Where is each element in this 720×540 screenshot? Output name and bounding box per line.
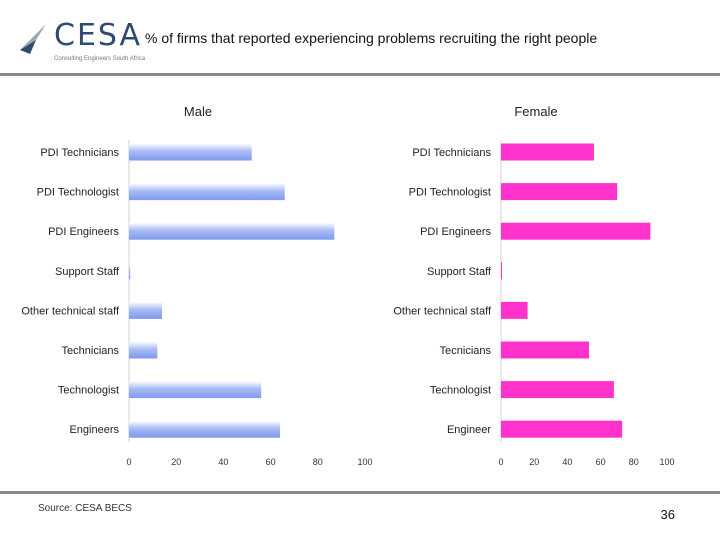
male-category-label-6: Technologist (58, 385, 119, 397)
page-number: 36 (660, 507, 675, 522)
male-bar-2 (129, 222, 335, 240)
female-x-tick-2: 40 (562, 457, 572, 467)
compass-icon (20, 24, 46, 54)
female-bar-2 (501, 222, 651, 240)
male-category-label-4: Other technical staff (21, 305, 120, 317)
male-bar-4 (129, 301, 163, 319)
logo-wordmark: CESA (54, 18, 143, 53)
cesa-logo: CESA Consulting Engineers South Africa (14, 16, 145, 68)
female-category-label-4: Other technical staff (393, 305, 492, 317)
male-x-tick-4: 80 (313, 457, 323, 467)
male-category-label-3: Support Staff (55, 266, 120, 278)
female-category-label-2: PDI Engineers (420, 226, 491, 238)
female-x-tick-5: 100 (659, 457, 674, 467)
male-x-tick-3: 60 (266, 457, 276, 467)
male-category-label-2: PDI Engineers (48, 226, 119, 238)
female-bar-3 (501, 262, 502, 280)
female-bar-1 (501, 183, 618, 201)
female-category-label-0: PDI Technicians (412, 147, 491, 159)
male-panel-title: Male (184, 104, 212, 119)
male-x-tick-0: 0 (126, 457, 131, 467)
male-category-label-5: Technicians (62, 345, 120, 357)
female-bar-6 (501, 381, 614, 399)
female-category-label-5: Tecnicians (440, 345, 492, 357)
male-bar-1 (129, 183, 285, 201)
female-x-tick-1: 20 (529, 457, 539, 467)
female-bar-7 (501, 420, 623, 438)
female-x-tick-3: 60 (596, 457, 606, 467)
male-bar-7 (129, 420, 281, 438)
male-bar-5 (129, 341, 158, 359)
male-category-label-1: PDI Technologist (37, 187, 119, 199)
logo-subtitle: Consulting Engineers South Africa (54, 56, 146, 62)
header-divider (0, 73, 720, 76)
female-bar-0 (501, 143, 594, 161)
female-panel-title: Female (514, 104, 557, 119)
male-x-tick-1: 20 (171, 457, 181, 467)
male-bar-6 (129, 381, 262, 399)
male-category-label-7: Engineers (69, 424, 119, 436)
female-category-label-7: Engineer (447, 424, 491, 436)
female-category-label-6: Technologist (430, 385, 491, 397)
footer-divider (0, 491, 720, 494)
female-category-label-1: PDI Technologist (409, 187, 491, 199)
female-x-tick-0: 0 (498, 457, 503, 467)
female-bar-4 (501, 301, 528, 319)
male-x-tick-5: 100 (357, 457, 372, 467)
male-category-label-0: PDI Technicians (40, 147, 119, 159)
female-bar-5 (501, 341, 589, 359)
female-category-label-3: Support Staff (427, 266, 492, 278)
female-x-tick-4: 80 (629, 457, 639, 467)
page-title: % of firms that reported experiencing pr… (145, 30, 598, 46)
male-bar-3 (129, 262, 131, 280)
male-x-tick-2: 40 (218, 457, 228, 467)
male-bar-0 (129, 143, 252, 161)
source-note: Source: CESA BECS (38, 503, 132, 514)
